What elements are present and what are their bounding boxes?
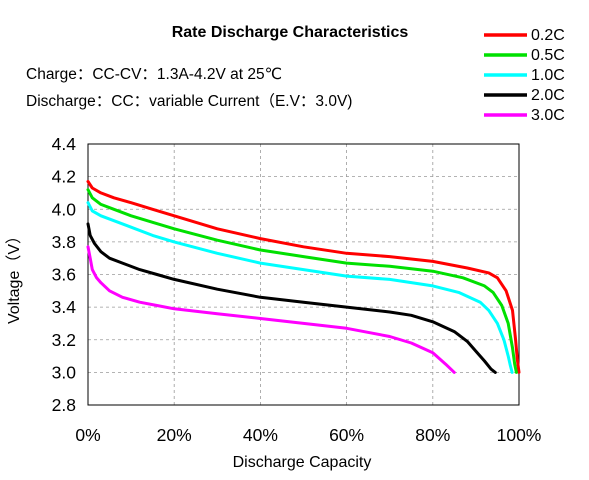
y-tick-label: 3.4 bbox=[52, 297, 77, 317]
y-axis-label: Voltage（V） bbox=[5, 228, 23, 324]
y-tick-label: 4.2 bbox=[52, 167, 76, 187]
y-axis-ticks: 2.8 3.0 3.2 3.4 3.6 3.8 4.0 4.2 4.4 bbox=[52, 134, 77, 415]
series-lines bbox=[86, 180, 521, 374]
legend: 0.2C 0.5C 1.0C 2.0C 3.0C bbox=[484, 27, 565, 124]
series-line-0-5C bbox=[86, 188, 518, 374]
y-tick-label: 4.4 bbox=[52, 134, 77, 154]
series-line-3-0C bbox=[86, 245, 456, 374]
series-line-0-2C bbox=[86, 180, 521, 374]
charge-condition-note: Charge：CC-CV：1.3A-4.2V at 25℃ bbox=[26, 66, 282, 83]
x-tick-label: 60% bbox=[329, 425, 364, 445]
legend-label: 2.0C bbox=[531, 87, 565, 104]
x-axis-label: Discharge Capacity bbox=[233, 454, 372, 471]
plot-frame bbox=[87, 143, 520, 406]
series-line-1-0C bbox=[86, 201, 514, 374]
x-tick-label: 80% bbox=[415, 425, 450, 445]
legend-label: 0.5C bbox=[531, 47, 565, 64]
y-tick-label: 2.8 bbox=[52, 395, 76, 415]
discharge-condition-note: Discharge：CC：variable Current（E.V：3.0V) bbox=[26, 93, 352, 110]
legend-label: 1.0C bbox=[531, 67, 565, 84]
y-tick-label: 3.0 bbox=[52, 362, 77, 382]
legend-label: 0.2C bbox=[531, 27, 565, 44]
y-tick-label: 4.0 bbox=[52, 199, 77, 219]
y-tick-label: 3.8 bbox=[52, 232, 76, 252]
y-tick-label: 3.2 bbox=[52, 330, 76, 350]
series-line-2-0C bbox=[86, 222, 497, 374]
grid-lines bbox=[88, 144, 519, 405]
x-tick-label: 20% bbox=[157, 425, 192, 445]
y-tick-label: 3.6 bbox=[52, 265, 76, 285]
x-tick-label: 0% bbox=[75, 425, 100, 445]
x-tick-label: 40% bbox=[243, 425, 278, 445]
x-axis-ticks: 0% 20% 40% 60% 80% 100% bbox=[75, 425, 541, 445]
chart-title: Rate Discharge Characteristics bbox=[172, 24, 409, 41]
legend-label: 3.0C bbox=[531, 107, 565, 124]
x-tick-label: 100% bbox=[497, 425, 542, 445]
